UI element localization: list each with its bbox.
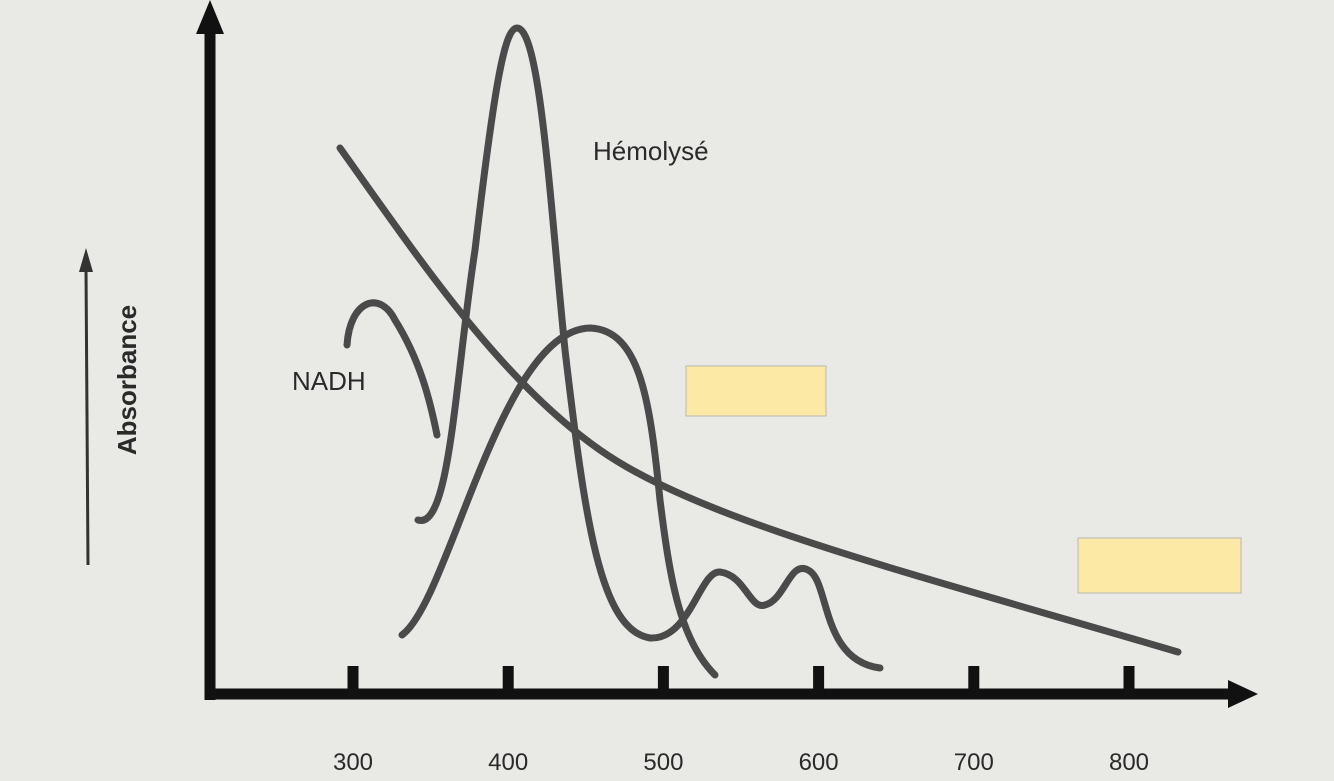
- x-axis-arrow: [1228, 680, 1258, 708]
- absorbance-arrow: [84, 267, 90, 566]
- y-axis-label: Absorbance: [112, 305, 142, 455]
- hemolyse-curve: [414, 24, 884, 672]
- y-axis-arrow: [196, 0, 224, 34]
- scatter-curve: [336, 144, 1182, 656]
- x-tick-label: 800: [1109, 749, 1149, 776]
- answer-box[interactable]: [685, 365, 827, 417]
- nadh-curve: [343, 299, 441, 439]
- x-tick-label: 400: [488, 749, 528, 776]
- x-tick-label: 600: [799, 749, 839, 776]
- answer-box[interactable]: [1077, 537, 1242, 594]
- x-tick-label: 500: [643, 749, 683, 776]
- absorbance-arrowhead: [79, 248, 93, 272]
- x-tick-label: 300: [333, 749, 373, 776]
- hemolyse-label: Hémolysé: [593, 136, 709, 166]
- nadh-label: NADH: [292, 366, 366, 396]
- x-tick-label: 700: [954, 749, 994, 776]
- broad-curve: [398, 324, 719, 679]
